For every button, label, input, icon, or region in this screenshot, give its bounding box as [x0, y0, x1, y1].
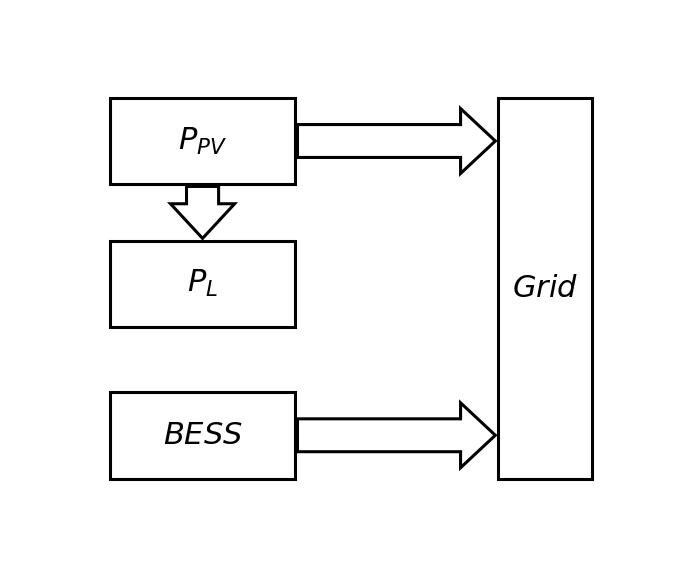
Text: $Grid$: $Grid$: [512, 274, 578, 303]
Text: $BESS$: $BESS$: [163, 421, 242, 450]
FancyBboxPatch shape: [110, 241, 295, 327]
Polygon shape: [297, 403, 495, 468]
Text: $P_L$: $P_L$: [187, 268, 218, 300]
FancyBboxPatch shape: [498, 98, 591, 479]
FancyBboxPatch shape: [110, 98, 295, 184]
Polygon shape: [297, 108, 495, 174]
Text: $P_{PV}$: $P_{PV}$: [178, 125, 227, 157]
Polygon shape: [170, 187, 235, 238]
FancyBboxPatch shape: [110, 392, 295, 479]
